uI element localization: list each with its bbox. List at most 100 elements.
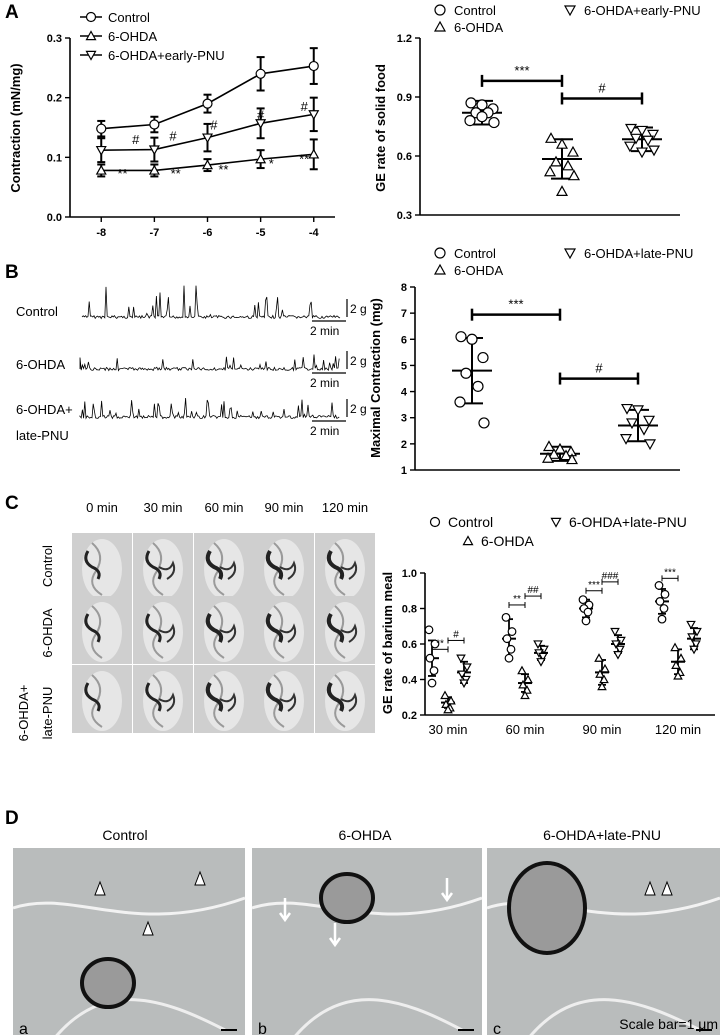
data-point [541,452,555,463]
legend-text: Control [108,10,150,25]
y-tick-label: 6 [401,334,407,346]
data-point [624,123,638,135]
scale-bar-min-label: 2 min [310,324,339,338]
xray-barium-intestine [279,560,297,580]
x-tick-label: 60 min [505,722,544,737]
data-point [620,403,634,415]
em-scale-bar-label: Scale bar=1 μm [619,1016,718,1032]
panel-label-d: D [5,808,19,829]
xray-barium-intestine [340,560,358,580]
legend-text: 6-OHDA [454,20,503,35]
significance-mark: ** [218,162,228,177]
scale-bar-g-label: 2 g [350,402,367,416]
panel-label-a: A [5,2,19,23]
data-point [659,604,669,613]
data-point [613,651,623,660]
data-point [464,114,476,127]
data-point [692,627,702,637]
data-point [567,169,581,181]
data-point [148,164,160,175]
data-point [446,695,456,705]
xray-time-label: 120 min [322,500,368,515]
data-point [424,625,434,635]
y-tick-label: 1 [401,465,407,477]
xray-time-label: 0 min [86,500,118,515]
significance-label: *** [588,580,600,591]
y-axis-label: GE rate of barium meal [380,572,395,714]
xray-barium-stomach [145,682,162,712]
data-point [425,653,435,663]
xray-barium-intestine [158,560,176,580]
y-tick-label: 3 [401,413,407,425]
significance-mark: ** [117,166,127,181]
trace-label-6ohda: 6-OHDA [16,357,66,372]
chart-b-maximal-contraction: 1 2 3 4 5 6 7 8 Maximal Contraction (mg) *** # Cont… [368,246,693,477]
data-point [610,627,620,637]
trace-line [79,397,340,420]
data-point [647,145,661,157]
em-arrow [328,923,342,948]
data-point [657,614,667,624]
legend-marker [429,516,441,528]
legend-marker [433,20,447,32]
xray-time-label: 90 min [264,500,303,515]
data-point [615,645,625,655]
data-point [559,449,573,461]
data-point [96,123,107,134]
x-tick-label: -6 [203,227,213,239]
y-tick-label: 0.6 [397,151,412,163]
y-tick-label: 1.0 [402,568,417,580]
significance-mark: # [257,108,265,123]
data-point [691,640,701,650]
significance-label: ** [513,594,521,605]
data-point [255,119,267,130]
em-sublabel: a [19,1021,28,1035]
trace-label-6ohda-plus: 6-OHDA+ [16,402,73,417]
trace-label-late-pnu: late-PNU [16,428,69,443]
y-tick-label: 0.2 [402,710,417,722]
data-point [538,652,548,662]
em-image [13,848,245,1035]
data-point [506,644,516,654]
x-tick-label: -8 [96,227,106,239]
contraction-traces: Control 6-OHDA 6-OHDA+ late-PNU 2 g 2 min… [0,262,375,452]
data-point [95,164,107,175]
xray-body [82,539,122,599]
significance-label: # [453,629,459,640]
data-point [599,674,609,684]
data-point [427,678,437,688]
y-tick-label: 5 [401,360,407,372]
y-axis-label: GE rate of solid food [373,64,388,192]
em-sublabel: c [493,1021,501,1035]
data-point [502,634,512,644]
trace-line [79,354,340,372]
significance-label: *** [508,297,523,312]
data-point [542,440,556,452]
y-tick-label: 0.0 [47,212,62,224]
data-point [629,133,643,145]
data-point [536,658,546,667]
legend-marker [563,5,577,17]
em-arrow [278,898,292,923]
data-point [611,640,621,650]
data-point [686,620,696,630]
data-point [430,639,440,649]
data-point [623,141,637,153]
em-image [252,848,482,1035]
data-point [631,405,645,417]
data-point [583,607,593,617]
y-tick-label: 7 [401,308,407,320]
data-point [689,645,699,655]
em-membrane [529,998,701,1035]
significance-label: ### [602,571,619,582]
data-point [308,148,320,159]
data-point [646,129,660,141]
xray-barium-stomach [205,549,224,580]
em-membrane [12,896,246,916]
significance-mark: ** [299,151,309,166]
em-arrowhead [194,870,206,886]
data-point [507,627,517,636]
x-tick-label: 90 min [582,722,621,737]
data-point [443,704,453,714]
data-point [202,98,213,109]
